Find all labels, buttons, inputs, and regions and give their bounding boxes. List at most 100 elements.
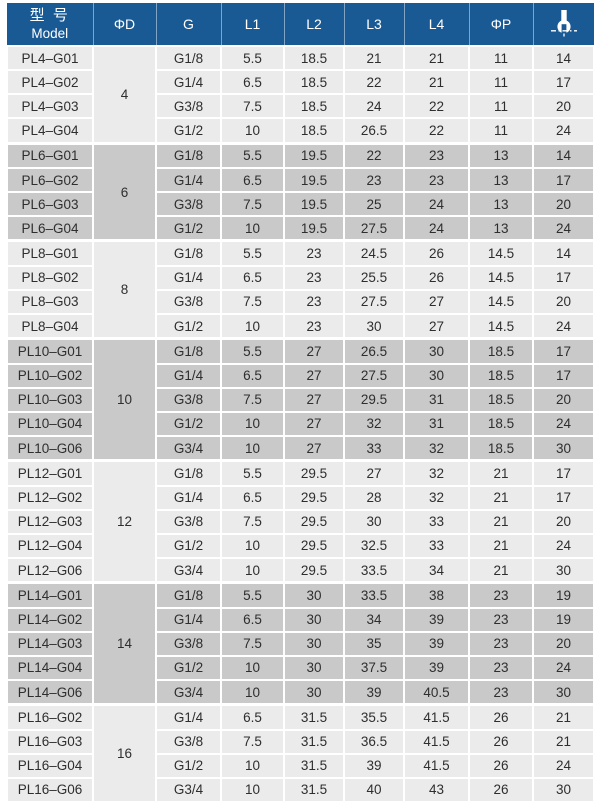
cell-l1: 5.5: [220, 337, 285, 365]
col-header-phi-d: ΦD: [92, 3, 156, 47]
cell-l4: 30: [403, 362, 470, 389]
cell-l1: 7.5: [220, 630, 285, 657]
table-row: PL10–G02 G1/4 6.5 27 27.5 30 18.5 17: [6, 362, 595, 389]
cell-wrench-size: 17: [532, 337, 595, 365]
cell-phi-p: 13: [468, 191, 534, 218]
cell-wrench-size: 20: [532, 630, 595, 657]
cell-g: G1/2: [155, 215, 222, 242]
cell-g: G1/8: [155, 239, 222, 267]
col-header-l2: L2: [283, 3, 344, 47]
cell-model: PL14–G02: [6, 606, 94, 633]
cell-l1: 7.5: [220, 191, 285, 218]
cell-g: G3/8: [155, 93, 222, 120]
cell-g: G3/4: [155, 776, 222, 804]
cell-wrench-size: 30: [532, 434, 595, 462]
cell-l4: 39: [403, 630, 470, 657]
cell-l2: 30: [283, 581, 345, 609]
cell-l1: 7.5: [220, 386, 285, 413]
cell-phi-p: 23: [468, 606, 534, 633]
cell-model: PL4–G01: [6, 44, 94, 72]
cell-l3: 22: [343, 69, 405, 96]
cell-model: PL8–G03: [6, 288, 94, 316]
cell-model: PL14–G04: [6, 654, 94, 681]
cell-l2: 29.5: [283, 459, 345, 487]
cell-g: G3/8: [155, 728, 222, 755]
col-header-g: G: [155, 3, 221, 47]
cell-l2: 31.5: [283, 752, 345, 779]
cell-g: G1/8: [155, 44, 222, 72]
table-row: PL8–G03 G3/8 7.5 23 27.5 27 14.5 20: [6, 288, 595, 316]
cell-wrench-size: 20: [532, 93, 595, 120]
cell-l3: 32: [343, 410, 405, 437]
cell-wrench-size: 30: [532, 776, 595, 804]
cell-l2: 19.5: [283, 215, 345, 242]
cell-l1: 10: [220, 215, 285, 242]
cell-phi-d: 10: [92, 337, 157, 462]
cell-phi-p: 18.5: [468, 386, 534, 413]
cell-phi-p: 11: [468, 44, 534, 72]
cell-wrench-size: 14: [532, 239, 595, 267]
cell-l4: 21: [403, 44, 470, 72]
cell-l3: 29.5: [343, 386, 405, 413]
cell-wrench-size: 17: [532, 459, 595, 487]
table-row: PL10–G01 10 G1/8 5.5 27 26.5 30 18.5 17: [6, 337, 595, 462]
cell-l4: 24: [403, 215, 470, 242]
cell-l4: 32: [403, 434, 470, 462]
cell-l4: 41.5: [403, 728, 470, 755]
cell-l4: 32: [403, 484, 470, 511]
table-row: PL12–G03 G3/8 7.5 29.5 30 33 21 20: [6, 508, 595, 535]
cell-l1: 6.5: [220, 69, 285, 96]
cell-wrench-size: 24: [532, 117, 595, 145]
cell-g: G1/8: [155, 141, 222, 169]
cell-l2: 30: [283, 654, 345, 681]
cell-phi-p: 23: [468, 678, 534, 706]
cell-l3: 27.5: [343, 215, 405, 242]
cell-model: PL12–G06: [6, 556, 94, 584]
cell-l2: 29.5: [283, 532, 345, 559]
cell-l1: 10: [220, 117, 285, 145]
table-row: PL6–G01 6 G1/8 5.5 19.5 22 23 13 14: [6, 141, 595, 242]
cell-l2: 23: [283, 313, 345, 340]
cell-phi-p: 18.5: [468, 337, 534, 365]
cell-phi-p: 21: [468, 459, 534, 487]
cell-g: G1/4: [155, 166, 222, 194]
cell-model: PL4–G02: [6, 69, 94, 96]
cell-model: PL8–G04: [6, 313, 94, 340]
table-row: PL12–G04 G1/2 10 29.5 32.5 33 21 24: [6, 532, 595, 559]
cell-l4: 33: [403, 508, 470, 535]
cell-l4: 26: [403, 239, 470, 267]
cell-phi-p: 14.5: [468, 288, 534, 316]
col-header-l1: L1: [220, 3, 284, 47]
table-row: PL8–G02 G1/4 6.5 23 25.5 26 14.5 17: [6, 264, 595, 291]
cell-g: G1/8: [155, 459, 222, 487]
cell-l4: 23: [403, 141, 470, 169]
cell-l2: 29.5: [283, 508, 345, 535]
cell-l4: 32: [403, 459, 470, 487]
cell-phi-p: 13: [468, 215, 534, 242]
table-row: PL8–G04 G1/2 10 23 30 27 14.5 24: [6, 313, 595, 340]
cell-l3: 39: [343, 678, 405, 706]
cell-model: PL14–G01: [6, 581, 94, 609]
cell-phi-p: 21: [468, 556, 534, 584]
cell-wrench-size: 17: [532, 362, 595, 389]
cell-wrench-size: 14: [532, 141, 595, 169]
cell-l1: 10: [220, 532, 285, 559]
cell-l3: 27.5: [343, 362, 405, 389]
cell-l1: 5.5: [220, 239, 285, 267]
cell-l1: 7.5: [220, 508, 285, 535]
cell-l4: 31: [403, 410, 470, 437]
cell-g: G3/8: [155, 191, 222, 218]
cell-l3: 24.5: [343, 239, 405, 267]
cell-wrench-size: 21: [532, 703, 595, 731]
cell-phi-p: 14.5: [468, 239, 534, 267]
cell-l4: 41.5: [403, 703, 470, 731]
cell-phi-d: 12: [92, 459, 157, 584]
cell-g: G3/4: [155, 434, 222, 462]
cell-l2: 23: [283, 288, 345, 316]
cell-model: PL16–G06: [6, 776, 94, 804]
cell-g: G1/8: [155, 581, 222, 609]
cell-l4: 27: [403, 313, 470, 340]
cell-g: G1/4: [155, 69, 222, 96]
cell-wrench-size: 24: [532, 410, 595, 437]
cell-model: PL14–G03: [6, 630, 94, 657]
